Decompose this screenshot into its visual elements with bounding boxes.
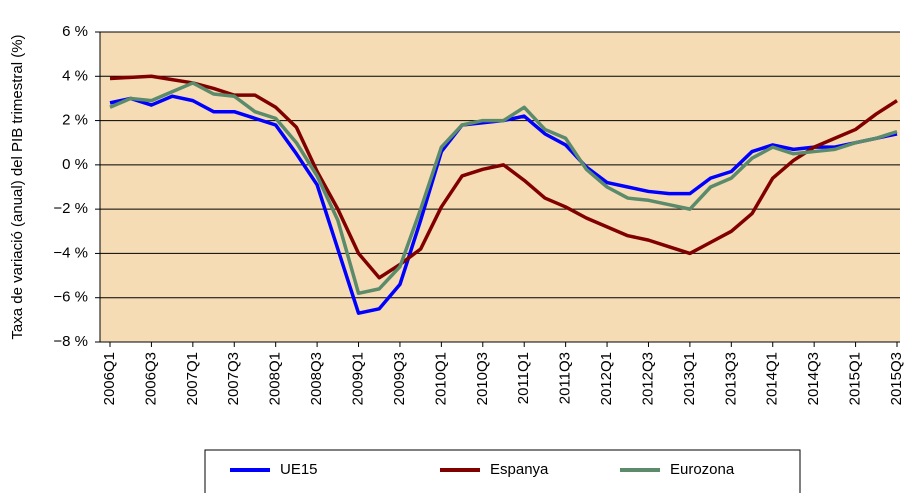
x-tick-label: 2009Q3 bbox=[391, 352, 408, 405]
legend-label: Espanya bbox=[490, 461, 549, 478]
y-tick-label: 0 % bbox=[62, 156, 88, 173]
legend-label: UE15 bbox=[280, 461, 318, 478]
series-line bbox=[109, 74, 898, 280]
y-tick-label: −6 % bbox=[53, 289, 88, 306]
x-tick-label: 2012Q1 bbox=[598, 352, 615, 405]
legend-label: Eurozona bbox=[670, 461, 735, 478]
x-tick-label: 2006Q1 bbox=[101, 352, 118, 405]
x-tick-label: 2006Q3 bbox=[142, 352, 159, 405]
x-tick-label: 2009Q1 bbox=[349, 352, 366, 405]
x-tick-label: 2014Q3 bbox=[805, 352, 822, 405]
x-tick-label: 2008Q1 bbox=[267, 352, 284, 405]
x-tick-label: 2011Q3 bbox=[557, 352, 574, 404]
y-tick-label: −2 % bbox=[53, 200, 88, 217]
y-tick-label: −8 % bbox=[53, 333, 88, 350]
x-tick-label: 2008Q3 bbox=[308, 352, 325, 405]
x-tick-label: 2007Q1 bbox=[184, 352, 201, 405]
y-tick-label: 4 % bbox=[62, 67, 88, 84]
x-tick-label: 2011Q1 bbox=[515, 352, 532, 404]
plot-background bbox=[100, 32, 900, 342]
x-tick-label: 2012Q3 bbox=[639, 352, 656, 405]
x-tick-label: 2015Q3 bbox=[888, 352, 904, 405]
x-tick-label: 2013Q1 bbox=[681, 352, 698, 405]
x-tick-label: 2010Q1 bbox=[432, 352, 449, 405]
y-tick-label: 6 % bbox=[62, 23, 88, 40]
y-tick-label: 2 % bbox=[62, 112, 88, 129]
x-tick-label: 2015Q1 bbox=[847, 352, 864, 405]
series-line bbox=[109, 81, 898, 296]
x-tick-label: 2010Q3 bbox=[474, 352, 491, 405]
x-tick-label: 2013Q3 bbox=[722, 352, 739, 405]
y-tick-label: −4 % bbox=[53, 244, 88, 261]
legend-box bbox=[204, 449, 801, 493]
x-tick-label: 2007Q3 bbox=[225, 352, 242, 405]
y-axis-title: Taxa de variació (anual) del PIB trimest… bbox=[9, 34, 26, 339]
x-tick-label: 2014Q1 bbox=[764, 352, 781, 405]
